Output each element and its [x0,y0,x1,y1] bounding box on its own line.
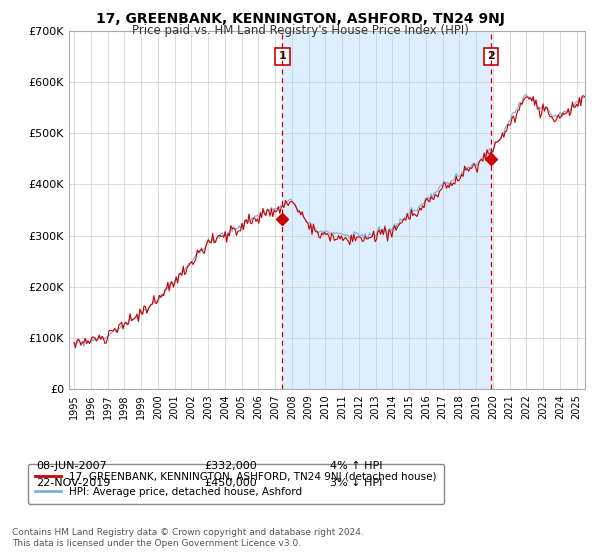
Text: £332,000: £332,000 [204,461,257,471]
Text: £450,000: £450,000 [204,478,257,488]
Text: 17, GREENBANK, KENNINGTON, ASHFORD, TN24 9NJ: 17, GREENBANK, KENNINGTON, ASHFORD, TN24… [95,12,505,26]
Legend: 17, GREENBANK, KENNINGTON, ASHFORD, TN24 9NJ (detached house), HPI: Average pric: 17, GREENBANK, KENNINGTON, ASHFORD, TN24… [28,464,444,504]
Text: 4% ↑ HPI: 4% ↑ HPI [330,461,383,471]
Text: Price paid vs. HM Land Registry's House Price Index (HPI): Price paid vs. HM Land Registry's House … [131,24,469,37]
Text: Contains HM Land Registry data © Crown copyright and database right 2024.
This d: Contains HM Land Registry data © Crown c… [12,528,364,548]
Text: 2: 2 [487,52,495,62]
Text: 22-NOV-2019: 22-NOV-2019 [36,478,110,488]
Text: 1: 1 [278,52,286,62]
Text: 3% ↓ HPI: 3% ↓ HPI [330,478,382,488]
Text: 08-JUN-2007: 08-JUN-2007 [36,461,107,471]
Bar [283,31,491,389]
